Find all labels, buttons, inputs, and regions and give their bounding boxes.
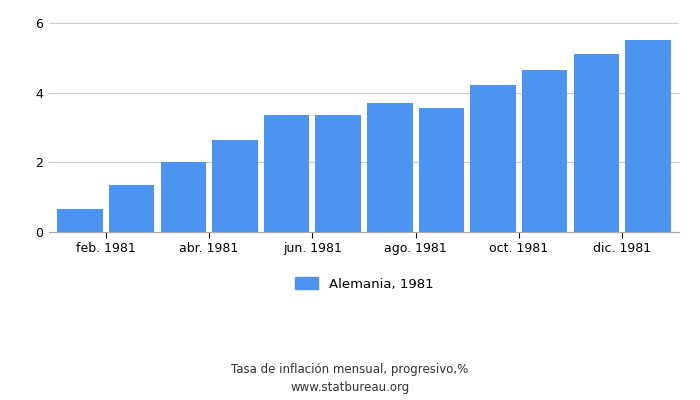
Bar	[160, 162, 206, 232]
Bar	[316, 115, 361, 232]
Legend: Alemania, 1981: Alemania, 1981	[295, 278, 433, 291]
Bar	[574, 54, 619, 232]
Bar	[522, 70, 568, 232]
Bar	[264, 115, 309, 232]
Bar	[212, 140, 258, 232]
Bar	[625, 40, 671, 232]
Bar	[419, 108, 464, 232]
Bar	[57, 209, 103, 232]
Bar	[109, 185, 154, 232]
Text: Tasa de inflación mensual, progresivo,%
www.statbureau.org: Tasa de inflación mensual, progresivo,% …	[232, 362, 468, 394]
Bar	[470, 85, 516, 232]
Bar	[367, 103, 412, 232]
